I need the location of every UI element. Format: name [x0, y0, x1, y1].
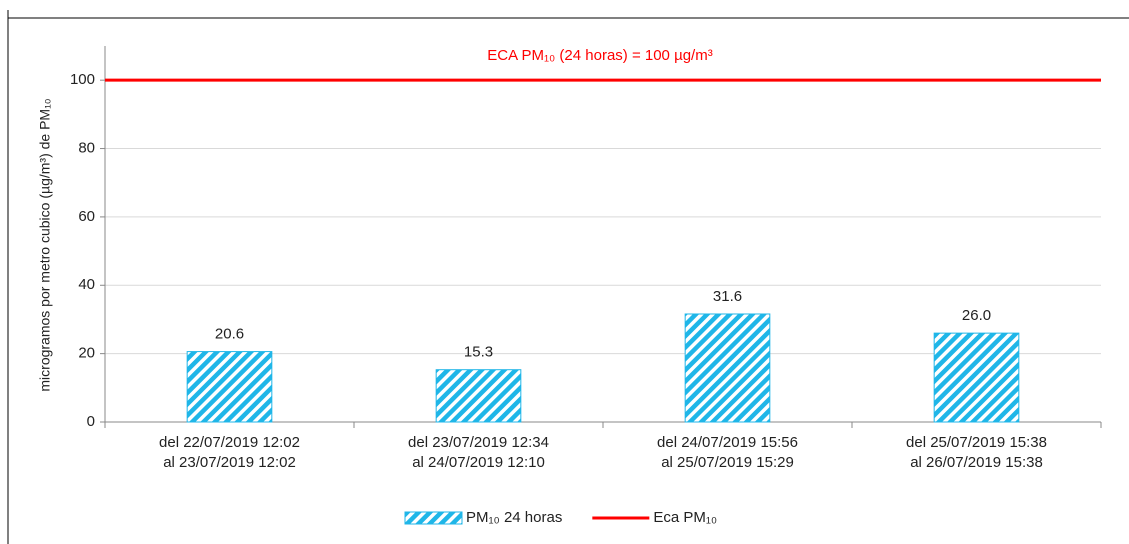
x-tick-label: al 25/07/2019 15:29	[661, 454, 794, 471]
y-axis-label: microgramos por metro cubico (µg/m³) de …	[37, 98, 53, 391]
x-tick-label: del 24/07/2019 15:56	[657, 434, 798, 451]
bar	[186, 351, 273, 423]
y-tick-label: 100	[70, 71, 95, 88]
y-tick-label: 80	[78, 140, 95, 157]
y-tick-label: 0	[87, 413, 95, 430]
data-label: 20.6	[215, 326, 244, 343]
y-tick-label: 40	[78, 276, 95, 293]
bar	[435, 369, 522, 423]
legend-label: PM₁₀ 24 horas	[466, 509, 562, 526]
x-tick-label: al 23/07/2019 12:02	[163, 454, 296, 471]
y-tick-label: 20	[78, 345, 95, 362]
x-tick-label: del 22/07/2019 12:02	[159, 434, 300, 451]
x-tick-label: al 24/07/2019 12:10	[412, 454, 545, 471]
x-tick-label: al 26/07/2019 15:38	[910, 454, 1043, 471]
legend-swatch	[404, 511, 463, 525]
bar	[933, 332, 1020, 423]
x-tick-label: del 25/07/2019 15:38	[906, 434, 1047, 451]
legend-label: Eca PM₁₀	[653, 509, 717, 526]
data-label: 31.6	[713, 288, 742, 305]
data-label: 26.0	[962, 307, 991, 324]
x-tick-label: del 23/07/2019 12:34	[408, 434, 549, 451]
y-tick-label: 60	[78, 208, 95, 225]
bar	[684, 313, 771, 423]
annotation: ECA PM₁₀ (24 horas) = 100 µg/m³	[487, 47, 712, 64]
data-label: 15.3	[464, 344, 493, 361]
